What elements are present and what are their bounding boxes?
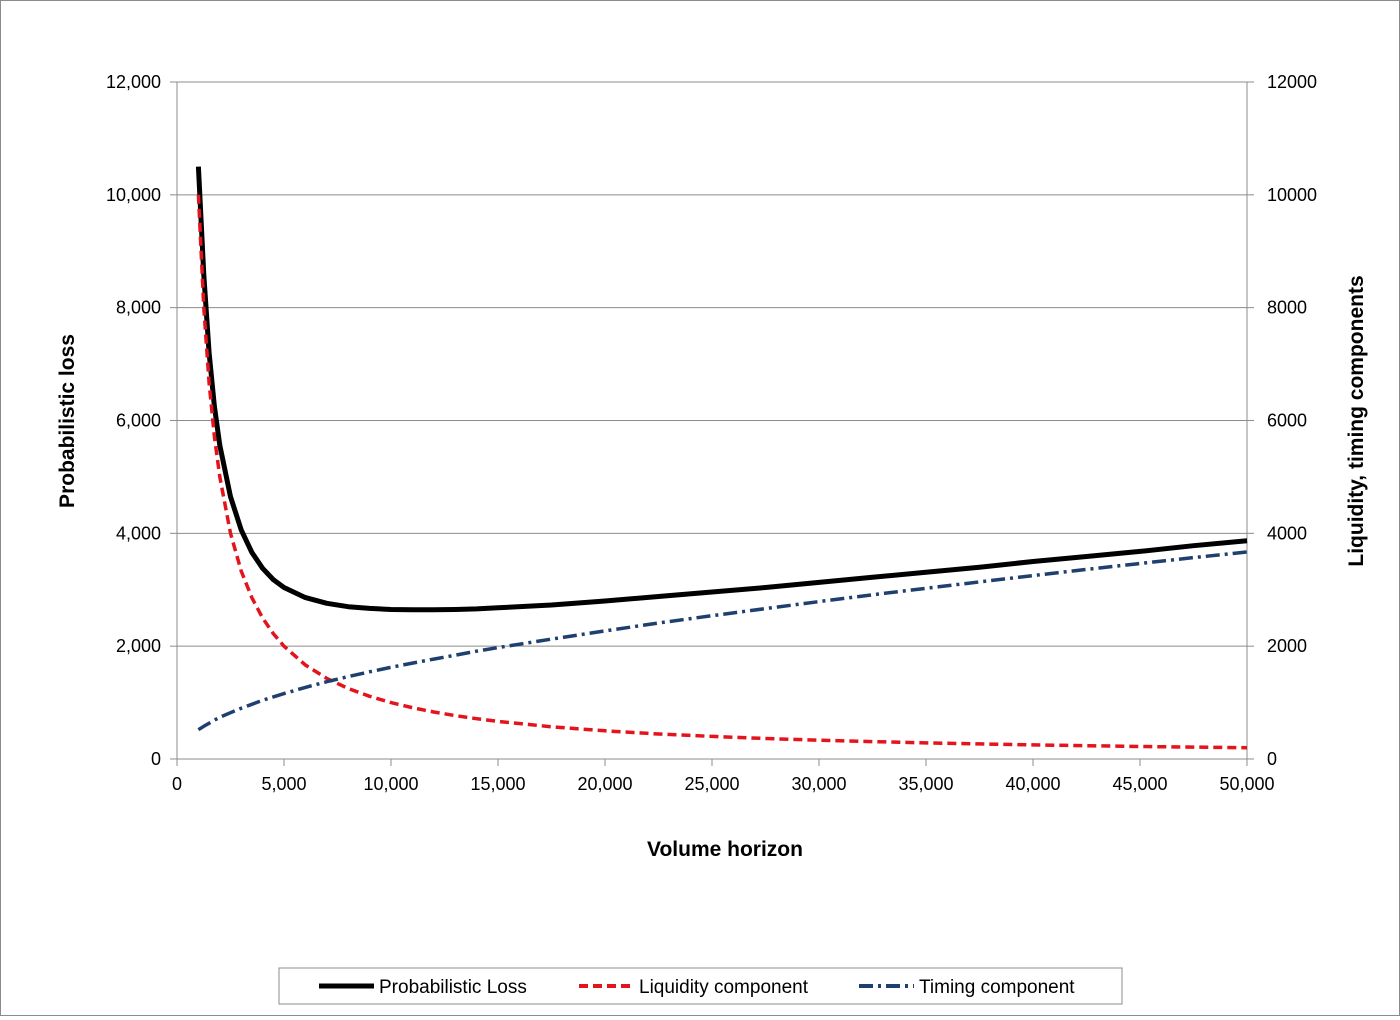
x-tick-label: 50,000 — [1219, 774, 1274, 794]
gridlines — [177, 81, 1247, 647]
x-tick-label: 10,000 — [363, 774, 418, 794]
x-tick-label: 35,000 — [898, 774, 953, 794]
y-axis-title: Probabilistic loss — [56, 334, 79, 508]
axes — [170, 81, 1254, 766]
legend-label-probabilistic-loss: Probabilistic Loss — [379, 977, 527, 998]
y2-tick-label: 4000 — [1267, 523, 1307, 543]
x-tick-label: 25,000 — [684, 774, 739, 794]
y2-tick-label: 10000 — [1267, 185, 1317, 205]
x-tick-label: 20,000 — [577, 774, 632, 794]
y-tick-labels: 0 2,000 4,000 6,000 8,000 10,000 12,000 — [106, 72, 161, 769]
x-tick-label: 45,000 — [1112, 774, 1167, 794]
legend: Probabilistic Loss Liquidity component T… — [278, 967, 1123, 1005]
y2-tick-label: 2000 — [1267, 636, 1307, 656]
y-tick-label: 6,000 — [116, 411, 161, 431]
x-axis-title: Volume horizon — [647, 838, 803, 861]
legend-box — [278, 967, 1123, 1005]
x-tick-label: 15,000 — [470, 774, 525, 794]
x-tick-label: 30,000 — [791, 774, 846, 794]
y2-tick-label: 0 — [1267, 749, 1277, 769]
y-tick-label: 4,000 — [116, 523, 161, 543]
y-tick-label: 12,000 — [106, 72, 161, 92]
y-tick-label: 2,000 — [116, 636, 161, 656]
series-line-probabilistic-loss — [195, 166, 1248, 613]
x-tick-labels: 0 5,000 10,000 15,000 20,000 25,000 30,000 35,0… — [172, 774, 1275, 794]
y2-tick-label: 12000 — [1267, 72, 1317, 92]
series-line-timing-component — [197, 550, 1248, 732]
y2-tick-label: 6000 — [1267, 411, 1307, 431]
series-layer — [195, 166, 1248, 750]
y2-tick-labels: 0 2000 4000 6000 8000 10000 12000 — [1267, 72, 1317, 769]
y-tick-label: 8,000 — [116, 298, 161, 318]
y-tick-label: 0 — [151, 749, 161, 769]
legend-label-liquidity-component: Liquidity component — [639, 977, 809, 998]
legend-label-timing-component: Timing component — [919, 977, 1075, 998]
y2-tick-label: 8000 — [1267, 298, 1307, 318]
x-tick-label: 0 — [172, 774, 182, 794]
y-tick-label: 10,000 — [106, 185, 161, 205]
x-tick-label: 5,000 — [261, 774, 306, 794]
y2-axis-title: Liquidity, timing components — [1345, 275, 1368, 566]
series-line-liquidity-component — [196, 194, 1248, 750]
x-tick-label: 40,000 — [1005, 774, 1060, 794]
